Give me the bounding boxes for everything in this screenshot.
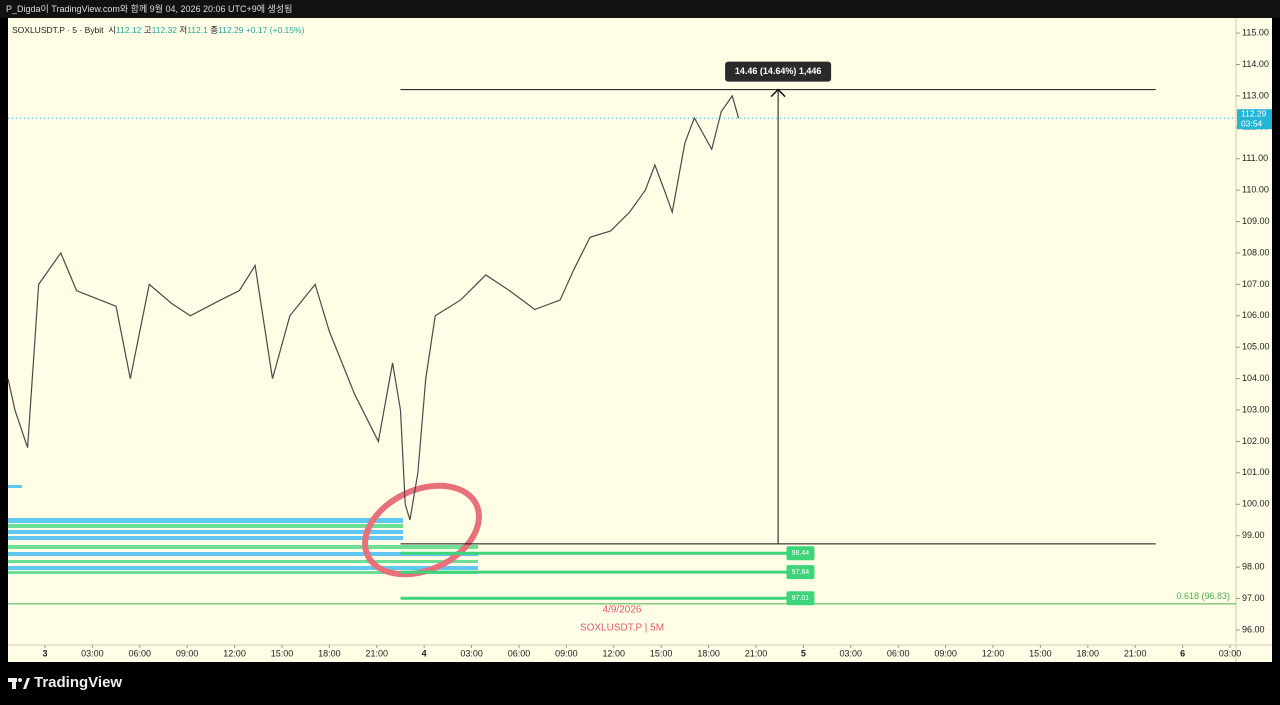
liquidity-bars xyxy=(8,485,478,574)
x-tick-label: 12:00 xyxy=(603,648,626,658)
y-tick-label: 96.00 xyxy=(1242,624,1265,634)
symbol-label: SOXLUSDT.P | 5M xyxy=(580,623,664,634)
chart-header: SOXLUSDT.P · 5 · Bybit 시112.12 고112.32 저… xyxy=(12,24,304,36)
logo xyxy=(8,677,30,689)
brand: TradingView xyxy=(34,674,123,691)
close-label: 종 xyxy=(210,25,219,35)
y-tick-label: 113.00 xyxy=(1242,90,1269,100)
level-box xyxy=(786,565,815,580)
y-tick-label: 104.00 xyxy=(1242,373,1270,383)
price-line xyxy=(7,94,740,521)
y-tick-label: 103.00 xyxy=(1242,404,1270,414)
high: 112.32 xyxy=(151,25,177,35)
y-tick-label: 98.00 xyxy=(1242,561,1265,571)
x-tick-label: 03:00 xyxy=(81,648,104,658)
x-tick-label: 12:00 xyxy=(223,648,246,658)
open-label: 시 xyxy=(108,25,117,35)
date-label: 4/9/2026 xyxy=(603,605,642,616)
measure-box xyxy=(725,61,832,82)
level-label: 97.84 xyxy=(792,569,810,576)
y-tick-label: 106.00 xyxy=(1242,310,1270,320)
x-tick-label: 15:00 xyxy=(650,648,673,658)
y-tick-label: 110.00 xyxy=(1242,185,1269,195)
level-label: 97.01 xyxy=(792,595,810,602)
x-tick-label: 3 xyxy=(42,648,47,658)
x-tick-label: 09:00 xyxy=(934,648,957,658)
fib-label: 0.618 (96.83) xyxy=(1176,591,1230,601)
y-tick-label: 108.00 xyxy=(1242,247,1270,257)
x-tick-label: 03:00 xyxy=(1219,648,1242,658)
x-tick-label: 06:00 xyxy=(887,648,910,658)
x-tick-label: 03:00 xyxy=(840,648,863,658)
top-bar: P_Digda이 TradingView.com와 함께 9월 04, 2026… xyxy=(0,0,1280,18)
chart-bg xyxy=(8,18,1272,662)
x-tick-label: 21:00 xyxy=(745,648,768,658)
y-tick-label: 100.00 xyxy=(1242,499,1270,509)
y-tick-label: 99.00 xyxy=(1242,530,1265,540)
x-tick-label: 18:00 xyxy=(697,648,720,658)
open: 112.12 xyxy=(116,25,142,35)
x-tick-label: 4 xyxy=(422,648,427,658)
high-label: 고 xyxy=(143,25,152,35)
y-tick-label: 102.00 xyxy=(1242,436,1270,446)
level-box xyxy=(786,546,815,561)
x-tick-label: 15:00 xyxy=(271,648,294,658)
x-tick-label: 21:00 xyxy=(1124,648,1147,658)
x-tick-label: 5 xyxy=(801,648,806,658)
y-tick-label: 111.00 xyxy=(1242,153,1268,163)
current-price: 112.29 xyxy=(1241,108,1267,118)
x-tick-label: 15:00 xyxy=(1029,648,1052,658)
low: 112.1 xyxy=(187,25,208,35)
y-tick-label: 97.00 xyxy=(1242,593,1265,603)
y-tick-label: 105.00 xyxy=(1242,342,1270,352)
x-tick-label: 12:00 xyxy=(982,648,1005,658)
change: +0.17 (+0.15%) xyxy=(245,25,305,35)
y-tick-label: 114.00 xyxy=(1242,59,1269,69)
x-tick-label: 03:00 xyxy=(460,648,483,658)
x-tick-label: 09:00 xyxy=(176,648,199,658)
x-tick-label: 06:00 xyxy=(129,648,152,658)
x-tick-label: 06:00 xyxy=(508,648,531,658)
x-tick-label: 18:00 xyxy=(1077,648,1100,658)
x-tick-label: 09:00 xyxy=(555,648,578,658)
y-tick-label: 109.00 xyxy=(1242,216,1270,226)
footer: TradingView xyxy=(8,674,122,691)
x-tick-label: 6 xyxy=(1180,648,1185,658)
level-label: 98.44 xyxy=(792,550,810,557)
arrow-head xyxy=(770,88,786,98)
countdown: 03:54 xyxy=(1241,118,1263,128)
y-tick-label: 101.00 xyxy=(1242,467,1270,477)
close: 112.29 xyxy=(218,25,244,35)
symbol: SOXLUSDT.P · 5 · Bybit xyxy=(12,25,104,35)
low-label: 저 xyxy=(179,25,188,35)
y-tick-label: 107.00 xyxy=(1242,279,1270,289)
y-tick-label: 115.00 xyxy=(1242,27,1269,37)
level-box xyxy=(786,591,815,606)
x-tick-label: 21:00 xyxy=(366,648,389,658)
x-tick-label: 18:00 xyxy=(318,648,341,658)
current-price-box xyxy=(1237,109,1272,130)
measure-label: 14.46 (14.64%) 1,446 xyxy=(735,66,822,76)
